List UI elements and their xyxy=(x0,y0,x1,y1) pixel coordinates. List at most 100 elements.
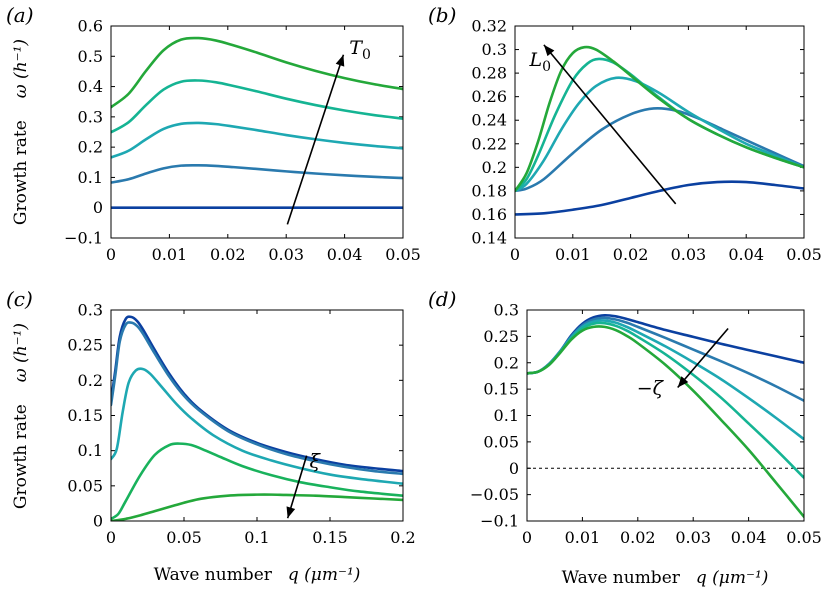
y-tick-label: 0 xyxy=(93,512,103,531)
x-tick-label: 0.01 xyxy=(565,528,601,547)
y-tick-label: 0.3 xyxy=(78,301,103,320)
annotation-arrow-head xyxy=(335,54,345,67)
plot-frame xyxy=(514,25,805,239)
x-tick-label: 0 xyxy=(106,528,116,547)
x-tick-label: 0.03 xyxy=(675,528,711,547)
y-axis-title-top: Growth rate ω (h⁻¹) xyxy=(11,39,31,225)
y-tick-label: 0.2 xyxy=(494,353,519,372)
series-line-4 xyxy=(111,442,403,521)
annotation-label: T0 xyxy=(349,37,371,63)
annotation-symbol: T xyxy=(349,37,363,59)
y-tick-label: 0.15 xyxy=(67,406,103,425)
y-axis-title-top-part: Growth rate xyxy=(11,120,31,225)
annotation-symbol: L xyxy=(528,49,542,71)
y-tick-label: 0.22 xyxy=(471,134,507,153)
x-tick-label: 0.03 xyxy=(268,245,304,264)
x-tick-label: 0 xyxy=(522,528,532,547)
chart-panel-a: 0 0.01 0.02 0.03 0.04 0.05−0.100.10.20.30.40.… xyxy=(6,3,421,264)
x-tick-label: 0.02 xyxy=(620,528,656,547)
series-group xyxy=(111,315,403,521)
series-line-4 xyxy=(111,79,403,134)
y-tick-label: 0.05 xyxy=(483,432,519,451)
annotation-arrow-shaft xyxy=(286,54,345,225)
annotation-subscript: 0 xyxy=(542,59,551,75)
panel-label: (d) xyxy=(428,287,456,311)
x-axis-title-right-text: Wave number xyxy=(562,568,681,588)
y-tick-label: 0.5 xyxy=(78,47,103,66)
chart-panel-d: 0 0.01 0.02 0.03 0.04 0.05 −0.1 −0.05 0 0.05 0.1 0.… xyxy=(428,287,822,547)
annotation-label: −ζ xyxy=(637,378,665,400)
y-tick-label: 0 xyxy=(509,459,519,478)
annotation-arrow-shaft xyxy=(543,44,677,205)
x-tick-label: 0.01 xyxy=(152,245,188,264)
x-tick-label: 0.04 xyxy=(731,528,767,547)
series-line-3 xyxy=(111,367,403,486)
series-line-2 xyxy=(111,163,403,184)
annotation-arrow-head xyxy=(543,44,555,57)
panel-label: (a) xyxy=(6,3,34,27)
series-group xyxy=(527,313,804,519)
series-line-5 xyxy=(111,493,403,521)
annotation-arrow-head xyxy=(286,506,296,519)
plot-frame xyxy=(110,309,404,522)
x-tick-label: 0 xyxy=(106,245,116,264)
x-tick-label: 0.2 xyxy=(390,528,415,547)
x-tick-label: 0.1 xyxy=(244,528,269,547)
y-tick-label: 0.25 xyxy=(483,327,519,346)
x-tick-label: 0.01 xyxy=(555,245,591,264)
series-line-5 xyxy=(515,45,804,193)
series-group xyxy=(111,36,403,210)
annotation-symbol: −ζ xyxy=(637,378,665,400)
y-axis-title-bottom: Growth rate ω (h⁻¹) xyxy=(11,323,31,509)
y-axis-title-top-part: ω (h⁻¹) xyxy=(11,39,31,98)
x-tick-label: 0.05 xyxy=(385,245,421,264)
y-tick-label: 0.1 xyxy=(78,168,103,187)
y-axis-title-bottom-part: Growth rate xyxy=(11,404,31,509)
annotation-label: L0 xyxy=(528,49,551,75)
x-axis-title-left: Wave number q (μm⁻¹) xyxy=(154,565,361,585)
series-line-2 xyxy=(515,107,804,193)
y-tick-label: 0.2 xyxy=(482,158,507,177)
plot-frame xyxy=(110,25,404,239)
y-tick-label: 0.28 xyxy=(471,64,507,83)
series-line-5 xyxy=(111,36,403,109)
y-tick-label: 0.2 xyxy=(78,138,103,157)
x-tick-label: 0.02 xyxy=(210,245,246,264)
x-axis-title-right: Wave number q (μm⁻¹) xyxy=(562,568,769,588)
x-axis-title-left-units: q (μm⁻¹) xyxy=(288,565,361,585)
x-axis-title-left-text: Wave number xyxy=(154,565,273,585)
series-line-2 xyxy=(111,321,403,476)
y-tick-label: 0.25 xyxy=(67,336,103,355)
panel-label: (c) xyxy=(6,287,33,311)
x-tick-label: 0.03 xyxy=(671,245,707,264)
annotation-subscript: 0 xyxy=(362,47,371,63)
x-tick-label: 0 xyxy=(510,245,520,264)
y-tick-label: 0.3 xyxy=(494,301,519,320)
y-tick-label: 0.32 xyxy=(471,17,507,36)
x-tick-label: 0.04 xyxy=(728,245,764,264)
y-tick-label: −0.05 xyxy=(470,485,519,504)
series-group xyxy=(515,45,804,216)
annotation-arrow-shaft xyxy=(677,327,729,389)
series-line-1 xyxy=(515,180,804,216)
chart-panel-b: 0 0.01 0.02 0.03 0.04 0.05 0.14 0.16 0.18 0.2 0.22… xyxy=(428,3,822,264)
x-tick-label: 0.05 xyxy=(786,245,822,264)
y-tick-label: −0.1 xyxy=(480,512,519,531)
series-line-3 xyxy=(515,76,804,193)
annotation-symbol: ξ xyxy=(310,451,322,473)
series-line-1 xyxy=(111,315,403,473)
annotation-arrow-head xyxy=(677,376,689,388)
series-line-5 xyxy=(527,325,804,519)
y-tick-label: −0.1 xyxy=(64,229,103,248)
panel-label: (b) xyxy=(428,3,456,27)
y-tick-label: 0.15 xyxy=(483,380,519,399)
y-tick-label: 0.3 xyxy=(78,107,103,126)
y-tick-label: 0.6 xyxy=(78,17,103,36)
y-tick-label: 0.2 xyxy=(78,371,103,390)
y-tick-label: 0.4 xyxy=(78,77,103,96)
x-tick-label: 0.05 xyxy=(166,528,202,547)
x-tick-label: 0.04 xyxy=(327,245,363,264)
x-axis-title-right-units: q (μm⁻¹) xyxy=(696,568,769,588)
y-tick-label: 0 xyxy=(93,198,103,217)
